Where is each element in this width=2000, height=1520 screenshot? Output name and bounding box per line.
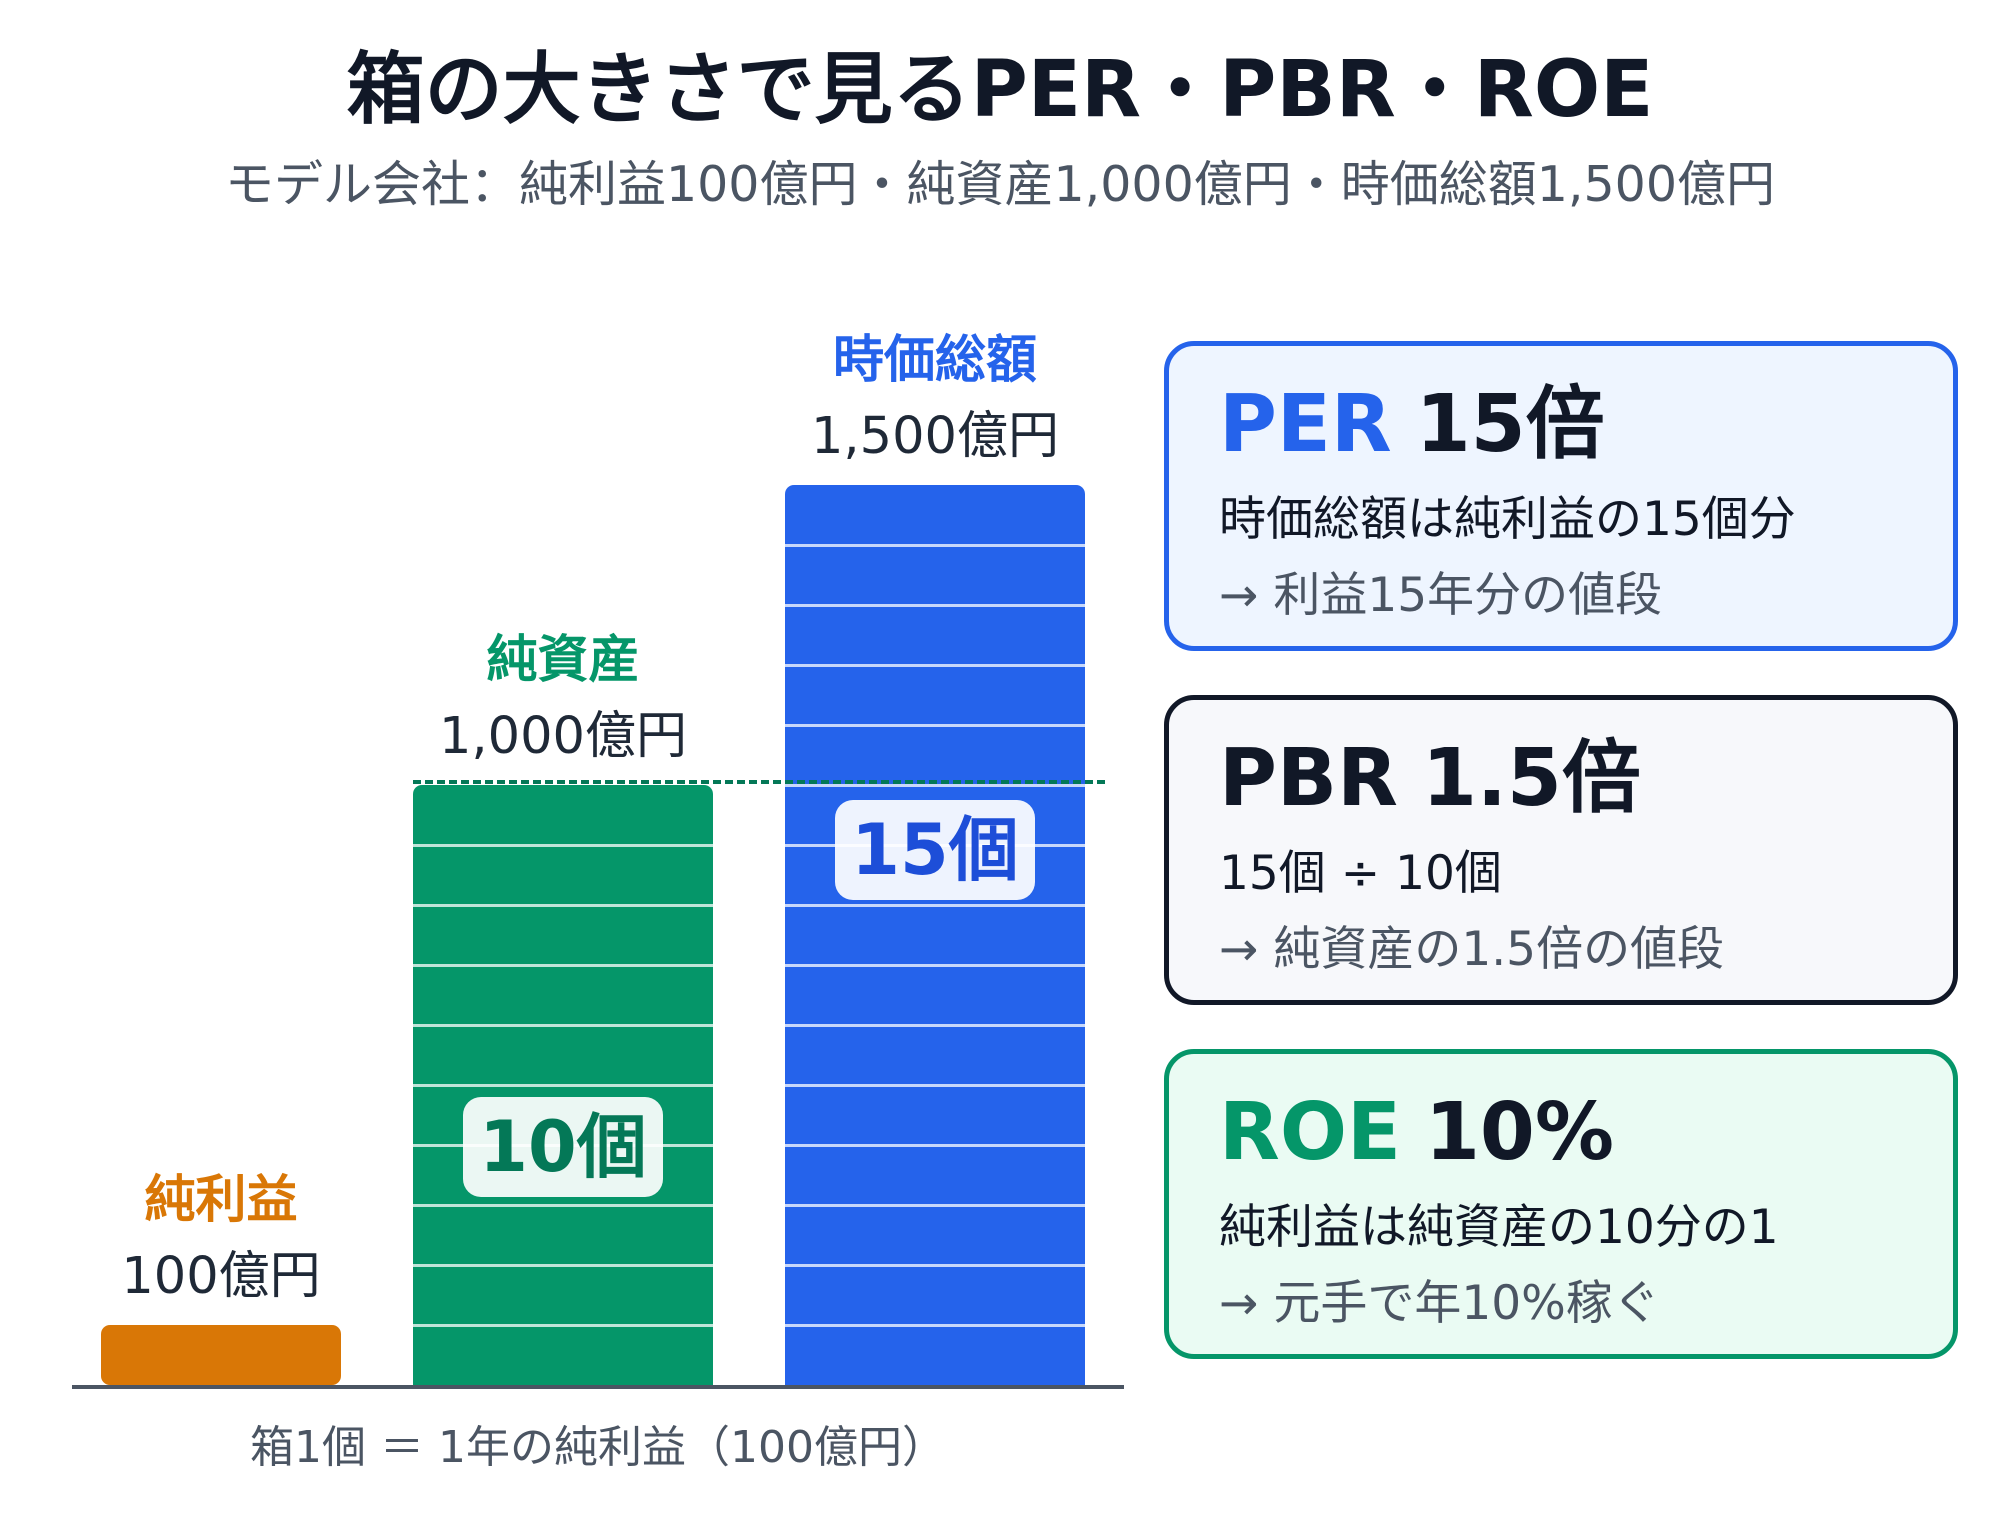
chart-baseline: [72, 1385, 1124, 1389]
per-metric-value: 15倍: [1415, 378, 1605, 470]
box-divider-line: [785, 1203, 1085, 1207]
net-income-label: 純利益: [144, 1171, 298, 1230]
box-divider-line: [413, 963, 713, 967]
box-divider-line: [785, 1143, 1085, 1147]
box-divider-line: [785, 543, 1085, 547]
page-subtitle: モデル会社：純利益100億円・純資産1,000億円・時価総額1,500億円: [224, 156, 1776, 213]
box-divider-line: [785, 783, 1085, 787]
box-divider-line: [785, 1083, 1085, 1087]
pbr-explanation: 15個 ÷ 10個: [1219, 846, 1502, 901]
market-cap-value: 1,500億円: [810, 407, 1059, 466]
market-cap-count-badge: 15個: [835, 800, 1035, 900]
net-income-bar: [101, 1325, 341, 1385]
box-divider-line: [413, 1203, 713, 1207]
roe-explanation: 純利益は純資産の10分の1: [1219, 1200, 1779, 1255]
roe-conclusion: → 元手で年10%稼ぐ: [1219, 1276, 1660, 1331]
pbr-card-heading: PBR 1.5倍: [1219, 728, 1953, 828]
box-divider-line: [785, 723, 1085, 727]
net-income-value: 100億円: [121, 1247, 321, 1306]
per-explanation: 時価総額は純利益の15個分: [1219, 492, 1796, 547]
box-divider-line: [413, 1083, 713, 1087]
per-card-heading: PER 15倍: [1219, 374, 1953, 474]
roe-metric-name: ROE: [1219, 1086, 1401, 1178]
pbr-metric-name: PBR: [1219, 732, 1398, 824]
per-metric-name: PER: [1219, 378, 1392, 470]
net-assets-count-badge: 10個: [463, 1097, 663, 1197]
box-divider-line: [785, 903, 1085, 907]
market-cap-bar: [785, 485, 1085, 1385]
market-cap-label: 時価総額: [832, 331, 1037, 390]
box-divider-line: [785, 663, 1085, 667]
net-assets-value: 1,000億円: [438, 707, 687, 766]
box-divider-line: [785, 1263, 1085, 1267]
net-assets-label: 純資産: [486, 631, 640, 690]
net-assets-bar: [413, 785, 713, 1385]
box-divider-line: [413, 1023, 713, 1027]
box-divider-line: [413, 903, 713, 907]
per-conclusion: → 利益15年分の値段: [1219, 568, 1663, 623]
pbr-conclusion: → 純資産の1.5倍の値段: [1219, 922, 1725, 977]
page-title: 箱の大きさで見るPER・PBR・ROE: [346, 45, 1654, 135]
box-divider-line: [785, 963, 1085, 967]
box-divider-line: [785, 1323, 1085, 1327]
per-card: PER 15倍 時価総額は純利益の15個分 → 利益15年分の値段: [1164, 341, 1958, 651]
box-divider-line: [413, 843, 713, 847]
pbr-card: PBR 1.5倍 15個 ÷ 10個 → 純資産の1.5倍の値段: [1164, 695, 1958, 1005]
box-divider-line: [413, 1323, 713, 1327]
unit-footnote: 箱1個 ＝ 1年の純利益（100億円）: [250, 1422, 946, 1473]
box-divider-line: [785, 603, 1085, 607]
box-divider-line: [413, 1263, 713, 1267]
roe-card-heading: ROE 10%: [1219, 1082, 1953, 1182]
roe-metric-value: 10%: [1424, 1086, 1615, 1178]
roe-card: ROE 10% 純利益は純資産の10分の1 → 元手で年10%稼ぐ: [1164, 1049, 1958, 1359]
net-assets-reference-line: [413, 780, 1105, 784]
box-divider-line: [785, 1023, 1085, 1027]
pbr-metric-value: 1.5倍: [1421, 732, 1641, 824]
